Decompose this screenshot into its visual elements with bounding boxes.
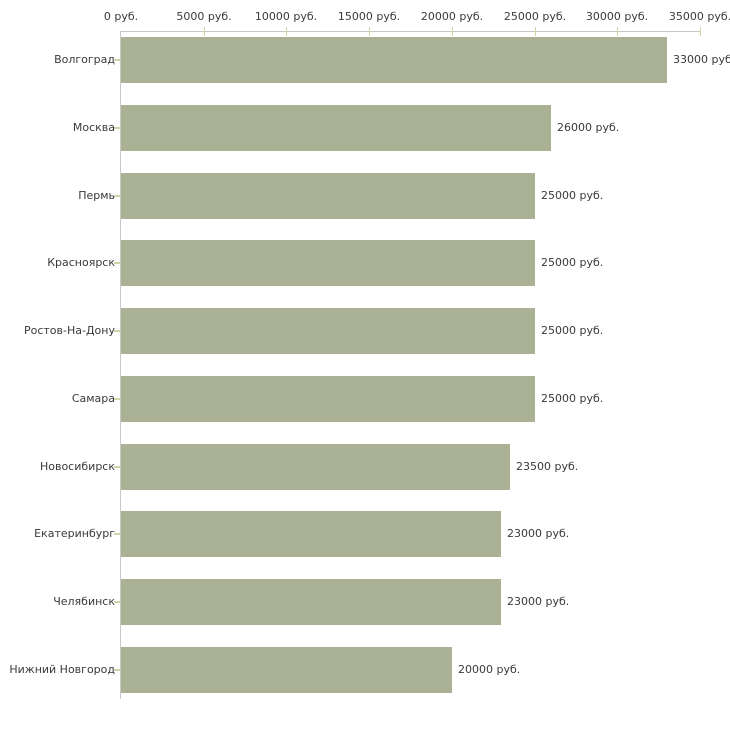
y-axis-tick (114, 262, 120, 264)
value-label: 26000 руб. (557, 121, 620, 134)
x-axis-line (120, 31, 701, 32)
value-label: 23000 руб. (507, 595, 570, 608)
y-axis-tick (114, 533, 120, 535)
bar (121, 240, 535, 286)
x-axis-tick (700, 27, 701, 36)
category-label: Нижний Новгород (9, 663, 115, 676)
y-axis-line (120, 31, 121, 699)
value-label: 25000 руб. (541, 256, 604, 269)
x-axis-tick (617, 27, 618, 36)
bar (121, 647, 452, 693)
x-axis-tick-label: 10000 руб. (254, 10, 318, 23)
value-label: 25000 руб. (541, 324, 604, 337)
y-axis-tick (114, 127, 120, 129)
category-label: Ростов-На-Дону (23, 324, 115, 337)
value-label: 23000 руб. (507, 527, 570, 540)
bar (121, 376, 535, 422)
value-label: 25000 руб. (541, 392, 604, 405)
category-label: Москва (72, 121, 115, 134)
bar (121, 105, 551, 151)
x-axis-tick (286, 27, 287, 36)
x-axis-tick-label: 20000 руб. (420, 10, 484, 23)
category-label: Самара (71, 392, 115, 405)
x-axis-tick (369, 27, 370, 36)
bar (121, 308, 535, 354)
y-axis-tick (114, 330, 120, 332)
y-axis-tick (114, 59, 120, 61)
value-label: 33000 руб (673, 53, 730, 66)
x-axis-tick-label: 15000 руб. (337, 10, 401, 23)
bar (121, 511, 501, 557)
value-label: 25000 руб. (541, 189, 604, 202)
category-label: Челябинск (53, 595, 115, 608)
category-label: Красноярск (47, 256, 115, 269)
y-axis-tick (114, 601, 120, 603)
x-axis-tick-label: 5000 руб. (176, 10, 232, 23)
x-axis-tick-label: 25000 руб. (503, 10, 567, 23)
category-label: Пермь (78, 189, 115, 202)
value-label: 20000 руб. (458, 663, 521, 676)
category-label: Волгоград (54, 53, 115, 66)
bar (121, 579, 501, 625)
y-axis-tick (114, 195, 120, 197)
x-axis-tick-label: 35000 руб. (668, 10, 730, 23)
bar (121, 173, 535, 219)
x-axis-tick (452, 27, 453, 36)
category-label: Новосибирск (39, 460, 115, 473)
x-axis-tick-label: 30000 руб. (585, 10, 649, 23)
x-axis-tick (204, 27, 205, 36)
bar (121, 444, 510, 490)
y-axis-tick (114, 669, 120, 671)
value-label: 23500 руб. (516, 460, 579, 473)
category-label: Екатеринбург (34, 527, 115, 540)
x-axis-tick-label: 0 руб. (103, 10, 139, 23)
y-axis-tick (114, 398, 120, 400)
y-axis-tick (114, 466, 120, 468)
bar (121, 37, 667, 83)
x-axis-tick (535, 27, 536, 36)
